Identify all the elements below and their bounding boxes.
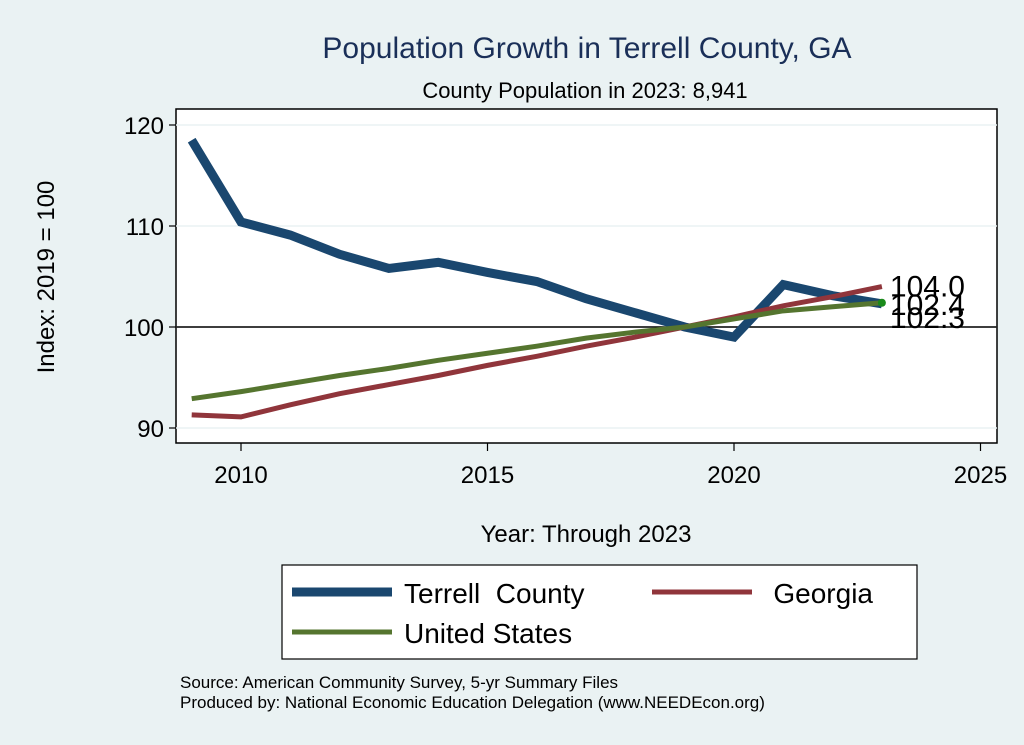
series-lines <box>187 137 886 420</box>
source-note: Source: American Community Survey, 5-yr … <box>180 673 618 692</box>
legend: Terrell County Georgia United States <box>281 564 918 660</box>
x-tick-label-2020: 2020 <box>707 462 760 489</box>
y-axis-label: Index: 2019 = 100 <box>33 181 60 374</box>
chart-title: Population Growth in Terrell County, GA <box>322 32 851 65</box>
x-tick-label-2015: 2015 <box>461 462 514 489</box>
end-label-united-states: 102.4 <box>890 289 965 322</box>
y-tick-label-90: 90 <box>137 416 164 443</box>
end-marker-united-states <box>877 298 886 307</box>
legend-label-georgia: Georgia <box>773 578 873 609</box>
end-label-terrell-county: 102.3 <box>890 302 965 335</box>
series-line-georgia <box>191 284 883 420</box>
legend-label-terrell: Terrell County <box>404 578 585 609</box>
y-axis: 90 100 110 120 <box>124 113 176 443</box>
x-axis: 2010 2015 2020 2025 <box>214 443 1007 489</box>
y-tick-label-120: 120 <box>124 113 164 140</box>
chart-subtitle: County Population in 2023: 8,941 <box>422 78 747 103</box>
series-line-terrell-county <box>187 137 883 343</box>
producer-note: Produced by: National Economic Education… <box>180 693 765 712</box>
plot-area <box>175 108 998 444</box>
series-line-united-states <box>191 300 883 402</box>
x-tick-label-2025: 2025 <box>954 462 1007 489</box>
y-tick-label-100: 100 <box>124 315 164 342</box>
legend-box <box>281 564 918 660</box>
legend-label-united-states: United States <box>404 618 572 649</box>
y-tick-label-110: 110 <box>126 214 164 241</box>
x-axis-label: Year: Through 2023 <box>481 521 692 548</box>
x-tick-label-2010: 2010 <box>214 462 267 489</box>
end-label-georgia: 104.0 <box>890 271 965 304</box>
